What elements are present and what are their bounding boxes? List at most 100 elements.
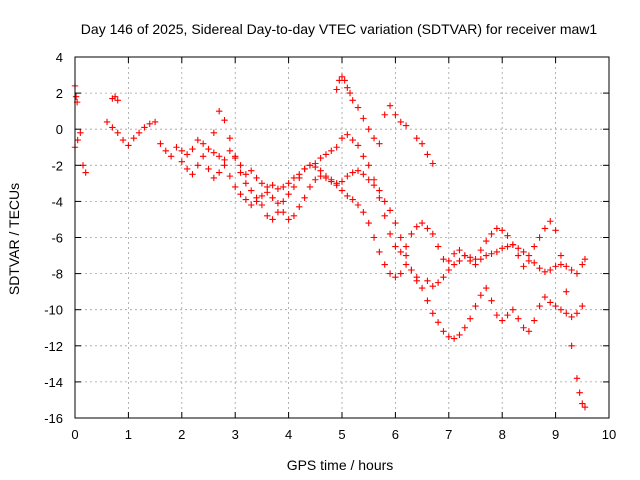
data-point [472,255,479,263]
data-point [290,183,298,191]
data-point [376,187,383,194]
data-point [499,227,506,234]
data-point [167,153,175,160]
data-point [504,243,511,250]
data-point [573,270,581,277]
data-point [242,180,250,187]
data-point [269,194,276,201]
x-tick-label: 8 [499,427,506,442]
data-point [130,135,137,142]
data-point [573,310,581,317]
data-point [189,171,196,178]
data-point [215,169,223,176]
y-tick-label: 2 [56,86,63,101]
data-point [178,158,185,165]
data-point [370,176,378,183]
data-point [290,212,298,220]
data-point [264,183,271,191]
data-point [557,261,565,268]
data-point [338,135,346,142]
data-point [381,212,388,220]
data-point [306,162,314,169]
data-point [557,252,565,259]
data-point [354,104,362,111]
data-point [408,230,415,238]
data-point [317,154,324,162]
data-point [381,198,388,205]
data-point [515,245,522,252]
data-point [531,317,538,324]
data-point [338,187,346,194]
data-point [461,252,469,259]
data-point [547,218,554,225]
data-point [520,248,527,256]
data-point [424,277,431,285]
data-point [397,234,404,241]
data-point [576,389,583,396]
data-point [440,328,447,335]
data-point [520,324,527,331]
data-point [189,145,196,153]
data-point [552,302,559,310]
data-point [488,250,495,257]
data-point [381,111,388,118]
x-tick-label: 0 [71,427,78,442]
gridlines [75,57,609,418]
data-point [285,190,292,198]
data-point [547,266,554,274]
data-point [424,225,431,232]
data-point [344,172,351,180]
data-point [349,196,356,203]
data-point [285,180,292,187]
data-point [434,319,442,326]
data-point [525,257,533,265]
data-point [349,97,356,104]
data-point [194,136,202,144]
data-point [210,149,218,156]
data-point [429,160,436,167]
data-point [418,140,426,147]
data-point [408,266,415,274]
data-point [552,227,559,234]
data-point [111,93,119,100]
data-point [258,192,266,200]
data-point [520,263,527,270]
x-tick-label: 6 [392,427,399,442]
data-point [557,306,565,313]
data-point [402,122,410,129]
data-point [563,263,570,270]
data-point [317,167,324,174]
data-point [456,257,463,265]
data-point [568,313,575,321]
data-point [581,403,589,411]
data-point [509,306,517,313]
data-point [312,176,319,183]
data-point [114,129,121,137]
series-track-1 [71,118,589,277]
data-point [346,89,354,97]
data-point [413,223,420,230]
data-point [183,165,191,173]
data-point [328,147,335,155]
data-point [392,243,399,250]
y-tick-label: -14 [44,375,63,390]
data-point [536,234,543,241]
data-point [280,183,287,191]
y-tick-label: -2 [51,158,63,173]
data-point [221,116,228,124]
data-point [269,181,276,189]
y-tick-label: 4 [56,50,63,65]
data-point [103,118,111,126]
data-point [445,257,452,265]
axis-ticks: 0 1 2 3 4 5 6 7 8 9 10 -16 -14 -12 -10 -8 -6 -4 -2 0 2 4 [44,50,616,442]
data-point [381,261,388,268]
data-point [77,129,84,137]
data-point [392,274,399,281]
data-point [499,245,506,252]
x-tick-label: 5 [338,427,345,442]
data-point [264,212,271,220]
data-point [541,225,549,232]
data-point [306,183,314,191]
data-point [434,279,442,286]
data-point [274,185,282,192]
